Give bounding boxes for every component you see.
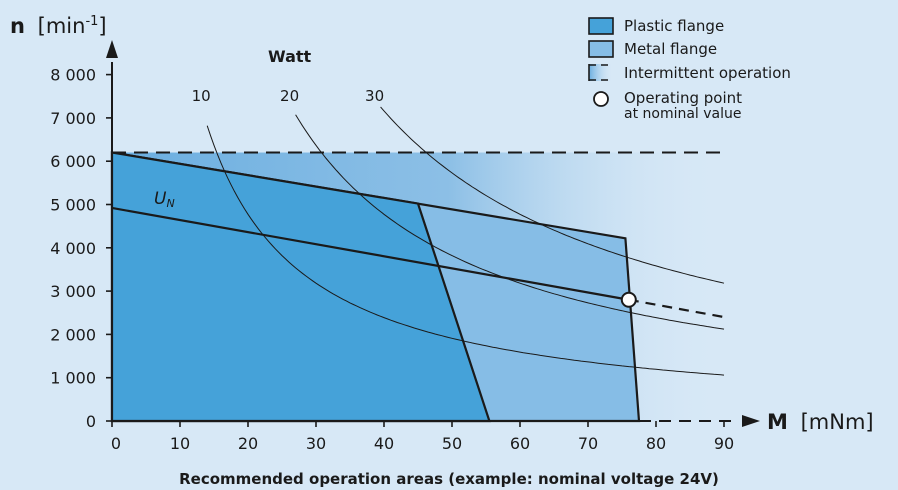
x-axis-ticks: 0 10 20 30 40 50 60 70 80 90 — [111, 421, 734, 453]
legend-swatch-plastic — [588, 17, 614, 35]
legend-swatch-intermittent — [589, 64, 613, 81]
y-tick-label-7000: 7 000 — [50, 109, 96, 128]
x-axis-title: M [mNm] — [767, 410, 874, 434]
power-curve-10w — [206, 125, 725, 376]
x-tick-label-30: 30 — [306, 434, 326, 453]
y-axis: 0 1 000 2 000 3 000 4 000 5 000 6 000 7 000 8 00… — [50, 40, 118, 431]
power-curve-label-20w: 20 — [280, 87, 299, 105]
y-axis-arrow — [106, 40, 118, 58]
y-axis-ticks: 0 1 000 2 000 3 000 4 000 5 000 6 000 7 000 8 00… — [50, 66, 112, 431]
y-tick-label-3000: 3 000 — [50, 282, 96, 301]
x-tick-label-10: 10 — [170, 434, 190, 453]
legend-label-metal: Metal flange — [624, 40, 717, 58]
x-tick-label-20: 20 — [238, 434, 258, 453]
legend-swatch-metal — [588, 40, 614, 58]
x-tick-label-70: 70 — [578, 434, 598, 453]
nominal-voltage-label: UN — [154, 189, 175, 210]
y-axis-unit-close: ] — [98, 14, 106, 38]
x-axis-symbol: M — [767, 410, 788, 434]
legend-label-operating-point: Operating point — [624, 89, 742, 107]
power-curves-title: Watt — [268, 47, 312, 66]
operating-point-marker — [620, 291, 637, 308]
chart-caption: Recommended operation areas (example: no… — [179, 470, 719, 488]
nominal-voltage-subscript: N — [166, 197, 174, 210]
y-axis-unit: [min — [38, 14, 86, 38]
power-curve-labels: 10 20 30 — [192, 87, 384, 105]
x-tick-label-60: 60 — [510, 434, 530, 453]
x-tick-label-40: 40 — [374, 434, 394, 453]
power-curve-label-30w: 30 — [365, 87, 384, 105]
legend-label-plastic: Plastic flange — [624, 17, 724, 35]
y-tick-label-4000: 4 000 — [50, 239, 96, 258]
y-tick-label-6000: 6 000 — [50, 152, 96, 171]
y-axis-title: n [min-1] — [10, 14, 107, 38]
y-axis-symbol: n — [10, 14, 25, 38]
nominal-voltage-line — [111, 206, 629, 301]
power-curve-30w — [380, 106, 725, 284]
legend-label-intermittent: Intermittent operation — [624, 64, 791, 82]
x-tick-label-80: 80 — [646, 434, 666, 453]
x-axis-unit: [mNm] — [801, 410, 874, 434]
legend: Plastic flange Metal flange Intermittent… — [588, 17, 791, 122]
nominal-voltage-symbol: U — [154, 189, 167, 209]
y-tick-label-1000: 1 000 — [50, 369, 96, 388]
y-tick-label-2000: 2 000 — [50, 325, 96, 344]
x-tick-label-50: 50 — [442, 434, 462, 453]
x-axis: 0 10 20 30 40 50 60 70 80 90 — [111, 415, 760, 453]
y-tick-label-5000: 5 000 — [50, 196, 96, 215]
legend-swatch-operating-point — [593, 91, 609, 107]
y-axis-unit-exponent: -1 — [85, 14, 98, 29]
x-axis-arrow — [742, 415, 760, 427]
legend-label-operating-point-line2: at nominal value — [624, 106, 742, 122]
y-tick-label-8000: 8 000 — [50, 66, 96, 85]
x-tick-label-90: 90 — [714, 434, 734, 453]
power-curve-label-10w: 10 — [192, 87, 211, 105]
x-tick-label-0: 0 — [111, 434, 121, 453]
y-tick-label-0: 0 — [86, 412, 96, 431]
